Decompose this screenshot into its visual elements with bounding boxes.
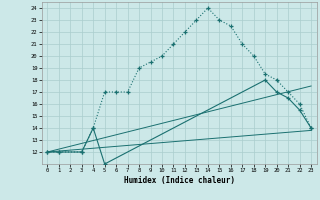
X-axis label: Humidex (Indice chaleur): Humidex (Indice chaleur) <box>124 176 235 185</box>
